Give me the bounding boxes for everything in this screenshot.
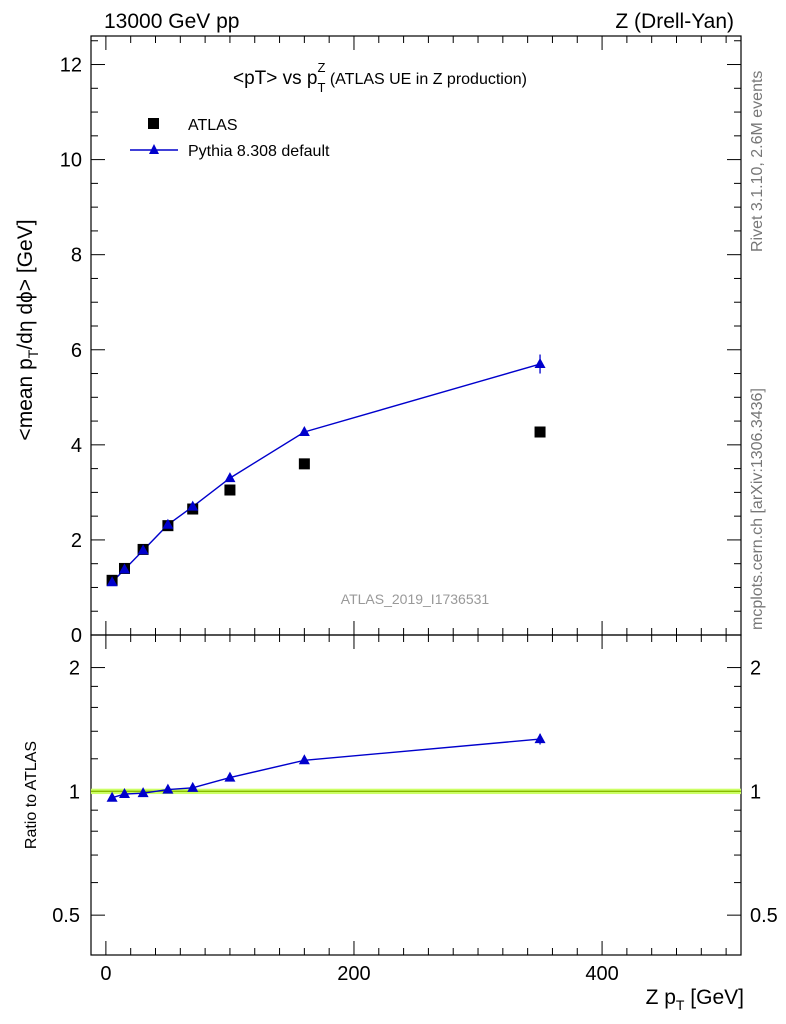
- ratio-y-tick-label: 2: [69, 658, 80, 680]
- pythia-point: [187, 500, 199, 511]
- x-tick-label: 0: [100, 963, 111, 985]
- mcplots-label: mcplots.cern.ch [arXiv:1306.3436]: [749, 388, 766, 630]
- x-tick-label: 200: [337, 963, 370, 985]
- main-ylabel: <mean pT/dη dϕ> [GeV]: [14, 219, 41, 440]
- main-y-tick-label: 4: [71, 435, 82, 457]
- legend-marker-pythia: [149, 144, 159, 154]
- ratio-point: [118, 788, 130, 799]
- ratio-y-tick-label-right: 2: [750, 658, 761, 680]
- main-y-tick-label: 12: [60, 55, 82, 77]
- ratio-point: [106, 791, 118, 802]
- pythia-point: [106, 576, 118, 587]
- ratio-point: [298, 754, 310, 765]
- pythia-point: [162, 518, 174, 529]
- ratio-y-tick-label-right: 1: [750, 781, 761, 803]
- ratio-y-tick-label: 1: [69, 781, 80, 803]
- ratio-ylabel: Ratio to ATLAS: [23, 741, 40, 849]
- legend-label-atlas: ATLAS: [188, 117, 238, 134]
- pythia-point: [224, 472, 236, 483]
- main-axes: 0 2 4 6 8 10 12: [60, 36, 741, 647]
- ratio-point: [162, 783, 174, 794]
- ratio-point: [187, 781, 199, 792]
- analysis-watermark: ATLAS_2019_I1736531: [341, 591, 490, 607]
- ratio-point: [137, 787, 149, 798]
- ratio-data: [91, 733, 741, 802]
- atlas-point: [534, 426, 546, 438]
- main-y-tick-label: 8: [71, 245, 82, 267]
- main-data: [106, 354, 546, 587]
- ratio-axes: 0 200 400 0.5 0.5 1 1 2 2: [52, 635, 778, 985]
- main-y-tick-label: 2: [71, 530, 82, 552]
- legend: ATLAS Pythia 8.308 default: [130, 117, 330, 160]
- atlas-point: [224, 484, 236, 496]
- pythia-point: [118, 563, 130, 574]
- ratio-y-tick-label-right: 0.5: [750, 905, 778, 927]
- atlas-point: [298, 458, 310, 470]
- ratio-point: [224, 771, 236, 782]
- xlabel: Z pT [GeV]: [646, 986, 744, 1013]
- title-pre: <pT> vs p: [233, 68, 318, 89]
- main-y-tick-label: 0: [71, 625, 82, 647]
- rivet-label: Rivet 3.1.10, 2.6M events: [749, 71, 766, 252]
- pythia-line: [111, 363, 541, 583]
- ratio-panel-frame: [90, 634, 742, 956]
- legend-label-pythia: Pythia 8.308 default: [188, 143, 330, 160]
- main-title: <pT> vs pTZ (ATLAS UE in Z production): [233, 60, 527, 95]
- x-tick-label: 400: [585, 963, 618, 985]
- header-right: Z (Drell-Yan): [615, 10, 734, 33]
- pythia-point: [298, 426, 310, 437]
- title-sub: T: [318, 80, 326, 95]
- header-left: 13000 GeV pp: [104, 10, 239, 33]
- legend-marker-atlas: [148, 118, 159, 129]
- ratio-y-tick-label: 0.5: [52, 905, 80, 927]
- pythia-point: [534, 358, 546, 369]
- main-y-tick-label: 6: [71, 340, 82, 362]
- title-post: (ATLAS UE in Z production): [325, 71, 527, 88]
- pythia-point: [137, 544, 149, 555]
- title-sup: Z: [317, 60, 325, 75]
- main-y-tick-label: 10: [60, 150, 82, 172]
- ratio-point: [534, 733, 546, 744]
